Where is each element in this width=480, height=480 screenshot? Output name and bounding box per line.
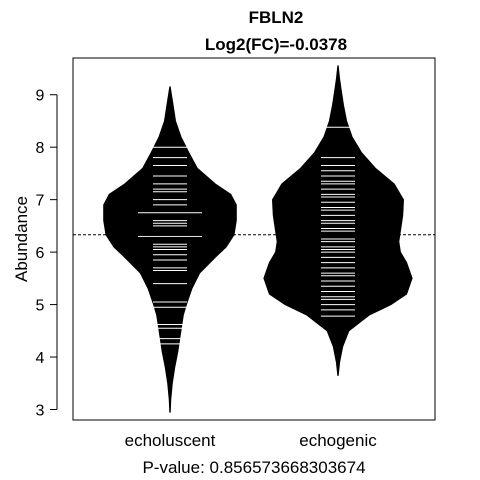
y-tick-label: 4 bbox=[36, 350, 45, 367]
y-tick-label: 6 bbox=[36, 245, 45, 262]
y-tick-label: 8 bbox=[36, 140, 45, 157]
y-tick-label: 7 bbox=[36, 193, 45, 210]
category-label-echogenic: echogenic bbox=[299, 431, 377, 450]
y-axis-label: Abundance bbox=[12, 196, 31, 282]
beans-layer bbox=[103, 65, 413, 413]
y-tick-label: 9 bbox=[36, 88, 45, 105]
plot-frame bbox=[72, 57, 436, 421]
pvalue-label: P-value: 0.856573668303674 bbox=[142, 458, 365, 477]
y-tick-label: 5 bbox=[36, 298, 45, 315]
chart-title: FBLN2 bbox=[249, 8, 304, 27]
category-label-echoluscent: echoluscent bbox=[125, 431, 216, 450]
chart-subtitle: Log2(FC)=-0.0378 bbox=[205, 35, 347, 54]
y-axis: 3 4 5 6 7 8 9 bbox=[36, 88, 58, 420]
y-tick-label: 3 bbox=[36, 403, 45, 420]
